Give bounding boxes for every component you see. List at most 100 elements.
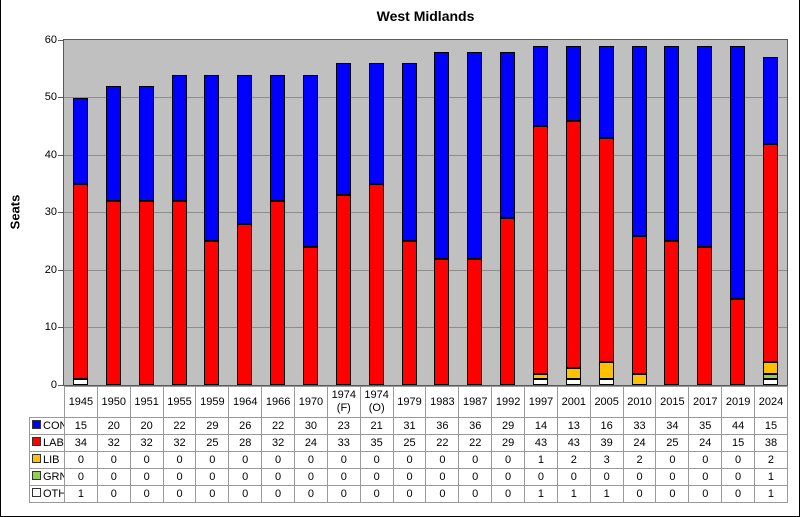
y-tick-mark-30 [58,212,64,213]
bar-segment-CON-1955 [171,74,187,201]
value-cell-LIB-2024: 2 [754,451,788,469]
bar-segment-LAB-2001 [565,120,581,368]
value-cell-OTH-1950: 0 [96,485,131,503]
bar-segment-CON-2010 [631,45,647,236]
year-header-cell: 2017 [688,386,723,418]
bar-segment-LAB-1983 [434,258,450,385]
legend-cell-LIB: LIB [29,451,65,469]
value-cell-CON-1966: 22 [261,417,296,435]
bar-segment-LAB-1959 [204,241,220,385]
year-header-cell: 1959 [195,386,230,418]
value-cell-OTH-1983: 0 [425,485,460,503]
value-cell-GRN-1970: 0 [294,468,328,486]
value-cell-CON-2019: 44 [721,417,756,435]
bar-segment-LAB-1997 [533,126,549,374]
value-cell-CON-2005: 16 [589,417,624,435]
value-cell-CON-1945: 15 [64,417,98,435]
legend-label-OTH: OTH [43,487,65,500]
value-cell-GRN-2024: 1 [754,468,788,486]
bar-segment-CON-2015 [664,45,680,242]
value-cell-GRN-1974F: 0 [326,468,361,486]
bar-segment-CON-1951 [138,86,154,201]
value-cell-LIB-1992: 0 [491,451,526,469]
bar-segment-CON-1983 [434,51,450,259]
y-tick-mark-10 [58,327,64,328]
value-cell-LAB-2001: 43 [556,434,591,452]
value-cell-LAB-1987: 22 [458,434,493,452]
value-cell-GRN-2017: 0 [688,468,723,486]
bar-segment-CON-1992 [500,51,516,219]
bar-segment-LIB-2005 [598,362,614,380]
value-cell-OTH-2001: 1 [556,485,591,503]
legend-swatch-OTH [32,488,41,498]
value-cell-LIB-1974O: 0 [359,451,394,469]
value-cell-LIB-2010: 2 [622,451,657,469]
bar-segment-LIB-2024 [763,362,779,374]
table-row-CON: CON1520202229262230232131363629141316333… [29,417,788,435]
y-tick-label-60: 60 [44,33,57,46]
value-cell-OTH-2010: 0 [622,485,657,503]
bar-segment-CON-1979 [401,63,417,242]
value-cell-LAB-2015: 25 [655,434,690,452]
gridline-30 [64,212,787,213]
value-cell-OTH-1997: 1 [524,485,558,503]
y-tick-mark-60 [58,39,64,41]
bar-segment-OTH-2001 [565,379,581,385]
bar-segment-LAB-1987 [467,258,483,385]
year-header-cell: 2019 [721,386,756,418]
value-cell-LAB-2010: 24 [622,434,657,452]
value-cell-CON-1997: 14 [524,417,558,435]
value-cell-CON-1974F: 23 [326,417,361,435]
legend-label-LAB: LAB [43,436,64,449]
bar-segment-OTH-2024 [763,379,779,385]
bar-segment-CON-1964 [237,74,253,224]
value-cell-OTH-2005: 1 [589,485,624,503]
bar-segment-LIB-2001 [565,367,581,380]
value-cell-LIB-2019: 0 [721,451,756,469]
value-cell-LIB-1964: 0 [228,451,263,469]
bar-segment-CON-1945 [72,97,88,184]
value-cell-LAB-1945: 34 [64,434,98,452]
value-cell-LIB-1951: 0 [129,451,164,469]
year-header-cell: 1950 [96,386,131,418]
value-cell-OTH-1951: 0 [129,485,164,503]
value-cell-LAB-1983: 22 [425,434,460,452]
year-header-cell: 1992 [491,386,526,418]
bar-segment-LAB-1945 [72,183,88,380]
value-cell-OTH-1974O: 0 [359,485,394,503]
year-header-cell: 2001 [556,386,591,418]
bar-segment-CON-1966 [270,74,286,201]
y-tick-label-30: 30 [44,206,57,218]
legend-swatch-LAB [32,437,41,447]
value-cell-OTH-2015: 0 [655,485,690,503]
value-cell-CON-1987: 36 [458,417,493,435]
value-cell-CON-2017: 35 [688,417,723,435]
bar-segment-CON-1987 [467,51,483,259]
value-cell-GRN-1950: 0 [96,468,131,486]
value-cell-CON-1964: 26 [228,417,263,435]
bar-segment-LAB-2015 [664,241,680,385]
bar-segment-CON-2019 [730,45,746,299]
value-cell-LIB-1955: 0 [162,451,197,469]
bar-segment-CON-1974F [335,63,351,196]
gridline-50 [64,97,787,98]
value-cell-LAB-2019: 15 [721,434,756,452]
value-cell-OTH-1945: 1 [64,485,98,503]
value-cell-OTH-1979: 0 [392,485,427,503]
bar-segment-CON-1950 [105,86,121,201]
value-cell-LIB-2015: 0 [655,451,690,469]
bar-segment-LAB-1974F [335,195,351,385]
table-row-OTH: OTH 1 0 0 0 0 0 0 0 0 0 0 0 0 0 1 1 1 0 0 0 0 1 [29,485,788,503]
value-cell-GRN-2015: 0 [655,468,690,486]
y-tick-mark-20 [58,269,64,271]
value-cell-LAB-1992: 29 [491,434,526,452]
year-header-cell: 1979 [392,386,427,418]
value-cell-LAB-1950: 32 [96,434,131,452]
value-cell-GRN-1992: 0 [491,468,526,486]
legend-label-CON: CON [43,419,64,432]
value-cell-GRN-1979: 0 [392,468,427,486]
year-header-cell: 2024 [754,386,788,418]
bar-segment-LAB-1970 [302,247,318,385]
value-cell-LIB-1983: 0 [425,451,460,469]
